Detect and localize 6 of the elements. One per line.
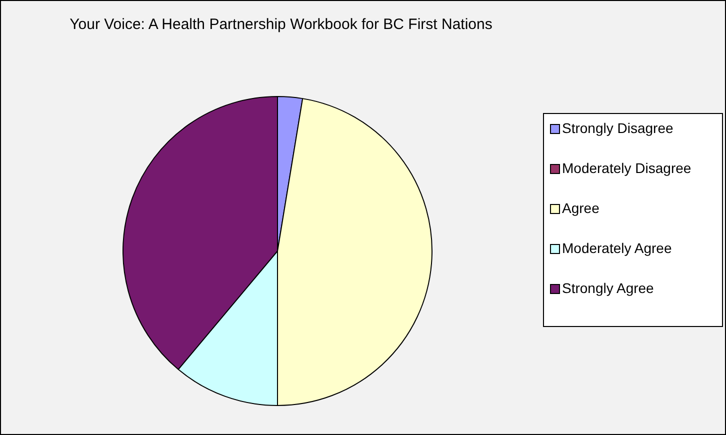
legend-label: Strongly Agree: [562, 280, 655, 296]
chart-title: Your Voice: A Health Partnership Workbook for BC First Nations: [68, 15, 494, 35]
legend-label: Strongly Disagree: [562, 120, 674, 136]
legend-label: Moderately Disagree: [562, 160, 692, 176]
legend-label: Moderately Agree: [562, 240, 673, 256]
legend-label: Agree: [562, 200, 600, 216]
